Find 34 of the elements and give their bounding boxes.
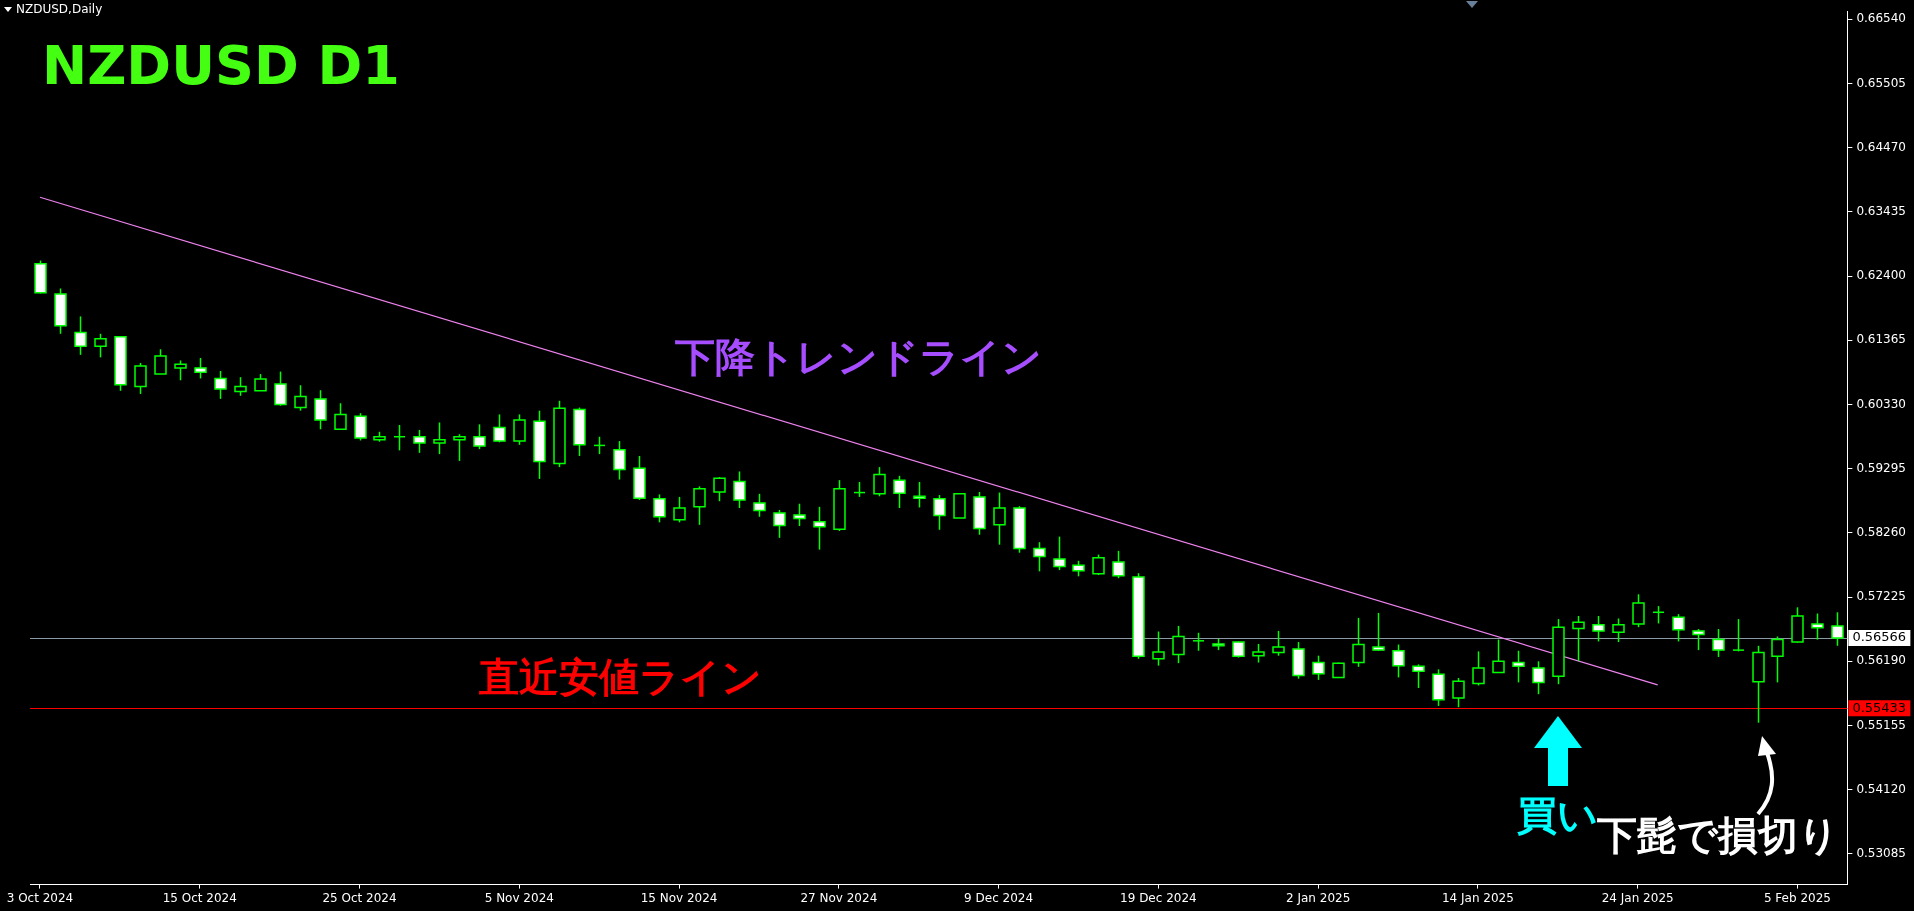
y-tick-label: 0.62400: [1856, 268, 1906, 283]
y-tick-label: 0.57225: [1856, 589, 1906, 604]
y-tick-label: 0.61365: [1856, 332, 1906, 347]
series-label: 下降トレンドライン: [675, 334, 1043, 381]
x-tick-label: 5 Nov 2024: [484, 890, 554, 905]
candlestick: [1732, 618, 1745, 653]
y-tick-label: 0.56190: [1856, 653, 1906, 668]
y-tick-label: 0.58260: [1856, 525, 1906, 540]
y-tick-label: 0.55155: [1856, 717, 1906, 732]
y-tick-label: 0.54120: [1856, 781, 1906, 796]
x-tick-label: 25 Oct 2024: [322, 890, 397, 905]
x-tick-label: 2 Jan 2025: [1285, 890, 1351, 905]
annotation: 下髭で損切り: [1596, 811, 1839, 858]
y-tick-label: 0.63435: [1856, 204, 1906, 218]
y-tick-label: 0.66540: [1856, 11, 1906, 26]
text: 0.56566: [1852, 629, 1907, 645]
text: NZDUSD D1: [42, 34, 400, 97]
x-tick-label: 24 Jan 2025: [1601, 890, 1674, 905]
y-tick-label: 0.65505: [1856, 75, 1906, 90]
x-tick-label: 19 Dec 2024: [1120, 890, 1197, 905]
y-tick-label: 0.53085: [1856, 846, 1906, 861]
x-tick-label: 3 Oct 2024: [6, 890, 74, 905]
x-tick-label: 27 Nov 2024: [800, 890, 878, 905]
y-tick-label: 0.60330: [1856, 396, 1906, 411]
x-tick-label: 9 Dec 2024: [964, 890, 1034, 905]
y-tick-label: 0.64470: [1856, 139, 1906, 154]
chart-subtitle: NZDUSD,Daily: [16, 2, 103, 16]
ref-line-label: 直近安値ライン: [478, 653, 763, 700]
x-tick-label: 15 Oct 2024: [162, 890, 237, 905]
text: 0.55433: [1852, 699, 1907, 715]
x-tick-label: 14 Jan 2025: [1441, 890, 1514, 905]
y-tick-label: 0.59295: [1856, 460, 1906, 475]
x-tick-label: 5 Feb 2025: [1763, 890, 1831, 905]
x-tick-label: 15 Nov 2024: [640, 890, 718, 905]
